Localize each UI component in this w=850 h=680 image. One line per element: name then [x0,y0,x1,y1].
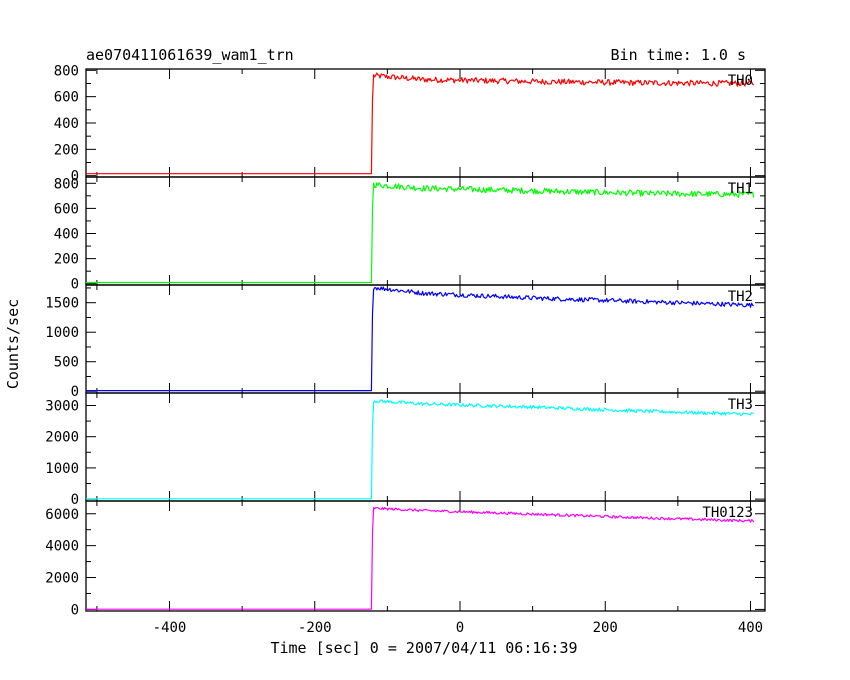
panel-th0: 0 200 400 600 800 TH0 [54,63,766,185]
series-line-th3 [86,399,754,500]
y-tick-label: 1500 [45,296,79,312]
y-tick-label: 3000 [45,398,79,414]
x-tick-label: 200 [593,620,618,636]
series-line-th0 [86,72,755,175]
panel-frame [85,176,766,286]
y-tick-label: 500 [54,355,79,371]
series-line-th0123 [86,506,755,610]
y-tick-label: 400 [54,227,79,243]
y-tick-label: 0 [71,169,79,185]
panel-th0123: 0 2000 4000 6000 TH0123 [45,500,766,618]
series-label: TH2 [728,289,753,305]
panel-th2: 0 500 1000 1500 TH2 [45,284,766,400]
x-tick-label: -400 [153,620,187,636]
series-line-th2 [86,286,754,392]
y-tick-label: 2000 [45,430,79,446]
y-tick-label: 1000 [45,461,79,477]
y-tick-label: 0 [71,384,79,400]
panel-frame [85,68,766,178]
series-label: TH0 [728,73,753,89]
series-line-th1 [86,182,755,284]
x-tick-labels: -400 -200 0 200 400 [153,620,763,636]
y-tick-label: 0 [71,277,79,293]
y-tick-label: 0 [71,492,79,508]
y-tick-label: 400 [54,116,79,132]
y-tick-label: 200 [54,252,79,268]
panel-frame [85,392,766,502]
y-tick-label: 1000 [45,325,79,341]
y-tick-label: 2000 [45,571,79,587]
panel-frame [85,500,766,612]
x-axis-title: Time [sec] 0 = 2007/04/11 06:16:39 [270,639,577,657]
x-tick-label: 400 [738,620,763,636]
panel-th1: 0 200 400 600 800 TH1 [54,176,766,293]
series-label: TH0123 [702,505,753,521]
series-label: TH3 [728,397,753,413]
y-tick-label: 6000 [45,507,79,523]
y-tick-label: 800 [54,176,79,192]
y-axis-title: Counts/sec [4,299,22,389]
y-tick-label: 200 [54,142,79,158]
bin-time-label: Bin time: 1.0 s [611,46,746,64]
series-label: TH1 [728,181,753,197]
x-tick-label: 0 [456,620,464,636]
y-tick-label: 0 [71,602,79,618]
panel-th3: 0 1000 2000 3000 TH3 [45,392,766,508]
y-tick-label: 800 [54,63,79,79]
plot-title: ae070411061639_wam1_trn [86,46,294,64]
y-tick-label: 4000 [45,539,79,555]
y-tick-label: 600 [54,90,79,106]
panels: 0 200 400 600 800 TH0 0 200 400 600 800 TH1 0 500 1000… [45,63,766,618]
x-tick-label: -200 [298,620,332,636]
y-tick-label: 600 [54,201,79,217]
